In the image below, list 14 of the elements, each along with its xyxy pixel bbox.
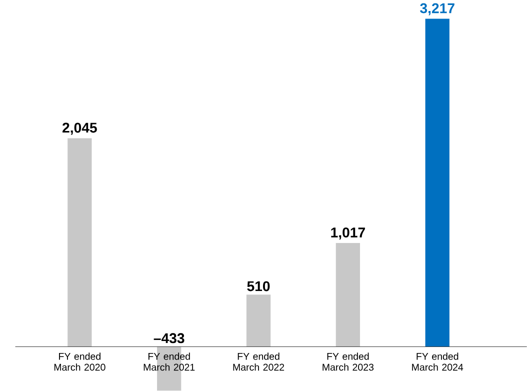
x-tick-label: FY ended March 2022 — [233, 352, 284, 371]
data-label: 3,217 — [420, 3, 454, 16]
data-label: 510 — [247, 281, 270, 292]
x-tick-label: FY ended March 2021 — [144, 352, 195, 371]
data-label: 1,017 — [331, 228, 365, 240]
x-tick-label: FY ended March 2020 — [54, 352, 106, 371]
data-label: –433 — [154, 333, 184, 344]
bar — [425, 18, 450, 347]
data-label: 2,045 — [62, 122, 97, 135]
bar — [336, 243, 360, 347]
bar — [68, 138, 92, 347]
x-tick-label: FY ended March 2023 — [322, 352, 374, 371]
bar — [246, 294, 271, 347]
x-tick-label: FY ended March 2024 — [412, 352, 464, 371]
